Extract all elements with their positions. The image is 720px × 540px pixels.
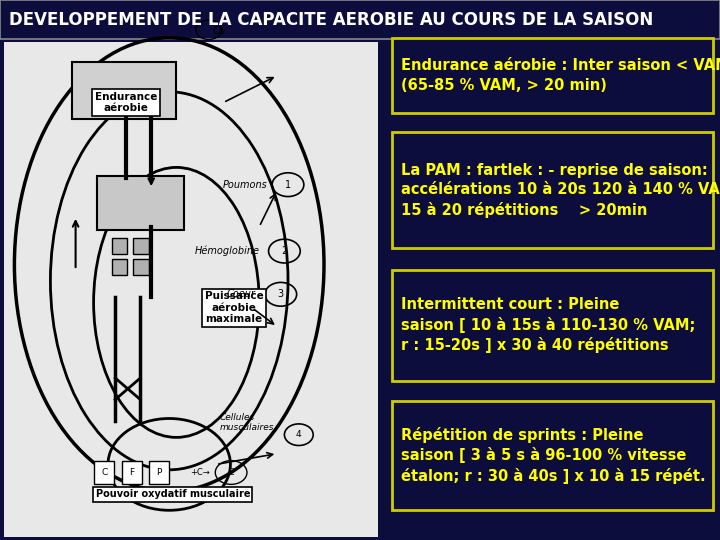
FancyBboxPatch shape — [392, 401, 713, 510]
FancyBboxPatch shape — [133, 259, 149, 275]
Text: Cellules
musculaires: Cellules musculaires — [220, 413, 274, 432]
Text: E: E — [228, 468, 234, 477]
FancyBboxPatch shape — [392, 38, 713, 113]
FancyBboxPatch shape — [72, 62, 176, 119]
FancyBboxPatch shape — [133, 238, 149, 254]
Text: Endurance
aérobie: Endurance aérobie — [95, 92, 157, 113]
Text: La PAM : fartlek : - reprise de saison:
accélérations 10 à 20s 120 à 140 % VAM) : La PAM : fartlek : - reprise de saison: … — [401, 163, 720, 218]
Text: Poumons: Poumons — [223, 180, 268, 190]
Text: Hémoglobine: Hémoglobine — [194, 246, 259, 256]
Text: 4: 4 — [296, 430, 302, 439]
FancyBboxPatch shape — [112, 238, 127, 254]
FancyBboxPatch shape — [122, 461, 142, 484]
Text: Endurance aérobie : Inter saison < VAM
(65-85 % VAM, > 20 min): Endurance aérobie : Inter saison < VAM (… — [401, 58, 720, 93]
Text: Pouvoir oxydatif musculaire: Pouvoir oxydatif musculaire — [96, 489, 250, 499]
Text: P: P — [156, 468, 162, 477]
Text: C: C — [102, 468, 107, 477]
FancyBboxPatch shape — [112, 259, 127, 275]
FancyBboxPatch shape — [94, 461, 114, 484]
Text: 1: 1 — [285, 180, 291, 190]
FancyBboxPatch shape — [4, 42, 378, 537]
FancyBboxPatch shape — [392, 132, 713, 248]
Text: 2: 2 — [282, 246, 287, 256]
FancyBboxPatch shape — [97, 176, 184, 230]
Text: Intermittent court : Pleine
saison [ 10 à 15s à 110-130 % VAM;
r : 15-20s ] x 30: Intermittent court : Pleine saison [ 10 … — [401, 298, 696, 353]
Text: F: F — [129, 468, 135, 477]
Text: Répétition de sprints : Pleine
saison [ 3 à 5 s à 96-100 % vitesse
étalon; r : 3: Répétition de sprints : Pleine saison [ … — [401, 427, 706, 484]
Text: O₂: O₂ — [212, 26, 225, 36]
FancyBboxPatch shape — [149, 461, 169, 484]
FancyBboxPatch shape — [392, 270, 713, 381]
FancyBboxPatch shape — [0, 0, 720, 39]
Text: Coeur: Coeur — [227, 289, 256, 299]
Text: DEVELOPPEMENT DE LA CAPACITE AEROBIE AU COURS DE LA SAISON: DEVELOPPEMENT DE LA CAPACITE AEROBIE AU … — [9, 11, 653, 29]
Text: 3: 3 — [278, 289, 284, 299]
Text: Puissance
aérobie
maximale: Puissance aérobie maximale — [204, 291, 264, 325]
Text: +C→: +C→ — [190, 468, 210, 477]
